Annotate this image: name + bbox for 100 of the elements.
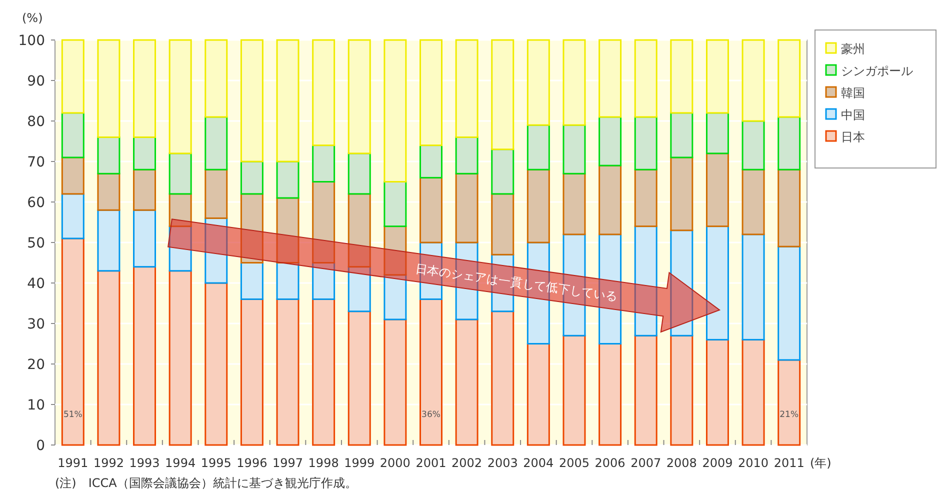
bar [706, 226, 729, 340]
data-label: 21% [780, 410, 799, 420]
x-tick-label: 1998 [308, 456, 339, 470]
x-tick-label: 2007 [630, 456, 662, 470]
bar [455, 136, 478, 174]
x-tick-label: 1991 [58, 456, 88, 470]
bar [204, 282, 228, 446]
bar [634, 168, 658, 228]
bar [276, 160, 300, 199]
bar [526, 124, 550, 170]
data-label: 51% [63, 410, 82, 420]
bar [312, 181, 336, 264]
bar [61, 156, 84, 195]
bar [97, 172, 120, 211]
data-label: 36% [422, 410, 440, 420]
bar [420, 176, 442, 244]
bar [133, 209, 156, 268]
bar [670, 156, 694, 232]
x-tick-label: 2009 [702, 456, 733, 470]
arrow: 日本のシェアは一貫して低下している [168, 218, 721, 333]
bar [598, 116, 622, 166]
bar [562, 124, 586, 174]
bar [778, 359, 801, 446]
bar [276, 262, 300, 300]
bar [562, 334, 586, 446]
x-tick-label: 1994 [165, 456, 196, 470]
bar [276, 298, 300, 446]
bar [61, 193, 84, 240]
bar [526, 168, 550, 244]
bar [778, 116, 801, 170]
bar [133, 39, 156, 138]
x-tick-label: 2002 [452, 456, 482, 470]
y-tick-label: 50 [27, 236, 45, 252]
bar [348, 310, 371, 446]
bar [706, 112, 729, 154]
bar [562, 39, 586, 126]
bar [706, 338, 729, 446]
bar [240, 262, 264, 300]
bar [276, 197, 300, 264]
bar [168, 226, 192, 272]
bar [706, 39, 729, 114]
bar [312, 298, 336, 446]
bar [204, 116, 228, 170]
bar [526, 39, 550, 126]
y-tick-label: 60 [27, 195, 45, 211]
legend-label: 韓国 [841, 86, 865, 100]
bar [133, 168, 156, 211]
bar [240, 39, 264, 162]
bar [97, 270, 120, 446]
bar [168, 193, 192, 228]
bar [634, 116, 658, 170]
bar [634, 39, 658, 118]
bar [634, 334, 658, 446]
bar [778, 246, 801, 361]
x-tick-label: 2004 [523, 456, 554, 470]
bar [384, 39, 407, 182]
x-tick-label: 2003 [487, 456, 518, 470]
bar [61, 39, 84, 114]
y-tick-label: 70 [27, 154, 45, 170]
y-tick-label: 30 [27, 316, 45, 332]
bar [491, 39, 514, 150]
bar [598, 164, 622, 236]
x-axis-title: (年) [810, 456, 832, 470]
bar [133, 266, 156, 446]
x-tick-label: 1997 [272, 456, 304, 470]
bar [240, 193, 264, 264]
bar [384, 274, 407, 320]
x-tick-label: 1999 [344, 456, 375, 470]
x-tick-label: 2006 [594, 456, 626, 470]
bar [420, 144, 442, 178]
bar [348, 266, 371, 312]
bar [742, 168, 765, 236]
bar [778, 168, 801, 248]
y-tick-label: 20 [27, 357, 45, 373]
bar [312, 262, 336, 300]
bar [348, 193, 371, 268]
x-tick-label: 1993 [129, 456, 160, 470]
bar [348, 39, 371, 154]
bar [491, 310, 514, 446]
bar [168, 270, 192, 446]
bar [240, 298, 264, 446]
bar [778, 39, 801, 118]
bar [491, 148, 514, 195]
bar [384, 226, 407, 276]
bar [168, 39, 192, 154]
bar [455, 39, 478, 138]
bar [598, 39, 622, 118]
bar [526, 343, 550, 446]
x-tick-label: 2000 [380, 456, 410, 470]
y-tick-label: 80 [27, 114, 45, 130]
legend-label: シンガポール [841, 64, 913, 78]
bar [312, 144, 336, 182]
x-tick-label: 1995 [200, 456, 232, 470]
bar [97, 39, 120, 138]
bar [742, 338, 765, 446]
x-tick-label: 2005 [558, 456, 590, 470]
bar [312, 39, 336, 146]
bar [240, 160, 264, 195]
x-tick-label: 2008 [666, 456, 697, 470]
bar [61, 112, 84, 158]
